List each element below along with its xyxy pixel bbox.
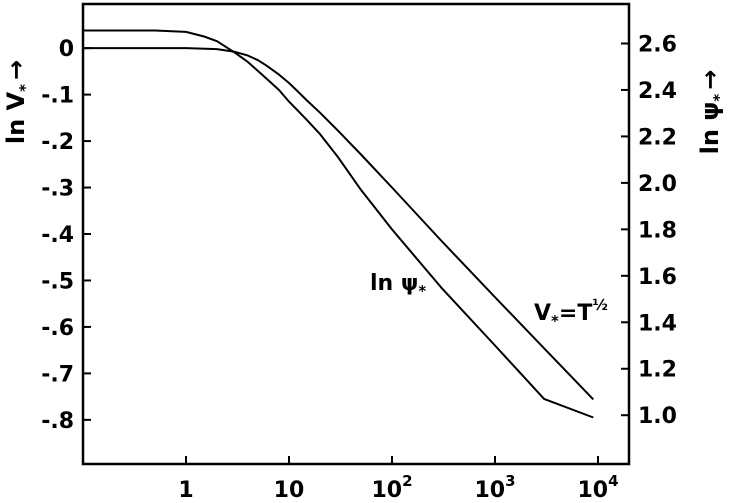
annotation-v-main: V	[534, 301, 551, 326]
x-axis: 1 10 102 103 104	[178, 456, 619, 503]
right-tick-label: 1.6	[638, 265, 677, 290]
right-axis-title-arrow: →	[696, 70, 724, 90]
left-tick-label: -.1	[41, 84, 74, 109]
annotation-v-sub: *	[551, 312, 559, 330]
annotation-v-exp: ½	[592, 296, 608, 314]
left-y-axis: 0 -.1 -.2 -.3 -.4 -.5 -.6 -.7 -.8	[41, 37, 91, 434]
annotation-v-mid: =T	[559, 301, 592, 326]
left-tick-label: -.5	[41, 269, 74, 294]
left-tick-label: 0	[59, 37, 74, 62]
series-layer	[83, 29, 595, 419]
series-line-ln-v	[83, 47, 595, 401]
left-tick-label: -.8	[41, 409, 74, 434]
annotation-ln-psi-sub: *	[418, 282, 426, 300]
right-axis-title: ln ψ* →	[696, 70, 728, 155]
x-tick-label: 1	[178, 478, 193, 503]
right-tick-label: 2.4	[638, 79, 677, 104]
left-tick-label: -.2	[41, 130, 74, 155]
left-axis-title-sub: *	[16, 84, 34, 92]
x-tick-label: 10	[274, 478, 305, 503]
right-tick-label: 1.8	[638, 218, 677, 243]
x-tick-label: 104	[577, 472, 618, 503]
annotation-v-equation: V*=T½	[534, 296, 608, 330]
right-tick-label: 1.4	[638, 311, 677, 336]
right-tick-label: 1.2	[638, 358, 677, 383]
annotation-ln-psi: ln ψ*	[370, 271, 426, 300]
right-tick-label: 2.6	[638, 32, 677, 57]
left-tick-label: -.7	[41, 362, 74, 387]
right-axis-title-sub: *	[710, 94, 728, 102]
right-y-axis: 2.6 2.4 2.2 2.0 1.8 1.6 1.4 1.2 1.0	[621, 32, 677, 429]
left-axis-title-main: ln V	[2, 91, 30, 144]
right-axis-title-main: ln ψ	[696, 102, 724, 155]
annotation-ln-psi-main: ln ψ	[370, 271, 418, 296]
series-line-ln-psi	[83, 29, 594, 419]
x-tick-label: 103	[474, 472, 515, 503]
right-tick-label: 2.2	[638, 125, 677, 150]
plot-frame	[81, 2, 631, 466]
left-tick-label: -.6	[41, 316, 74, 341]
left-tick-label: -.3	[41, 177, 74, 202]
left-axis-title: ln V* →	[2, 60, 34, 144]
left-tick-label: -.4	[41, 223, 74, 248]
right-tick-label: 2.0	[638, 172, 677, 197]
left-axis-title-arrow: →	[2, 60, 30, 80]
right-tick-label: 1.0	[638, 404, 677, 429]
x-tick-label: 102	[371, 472, 412, 503]
